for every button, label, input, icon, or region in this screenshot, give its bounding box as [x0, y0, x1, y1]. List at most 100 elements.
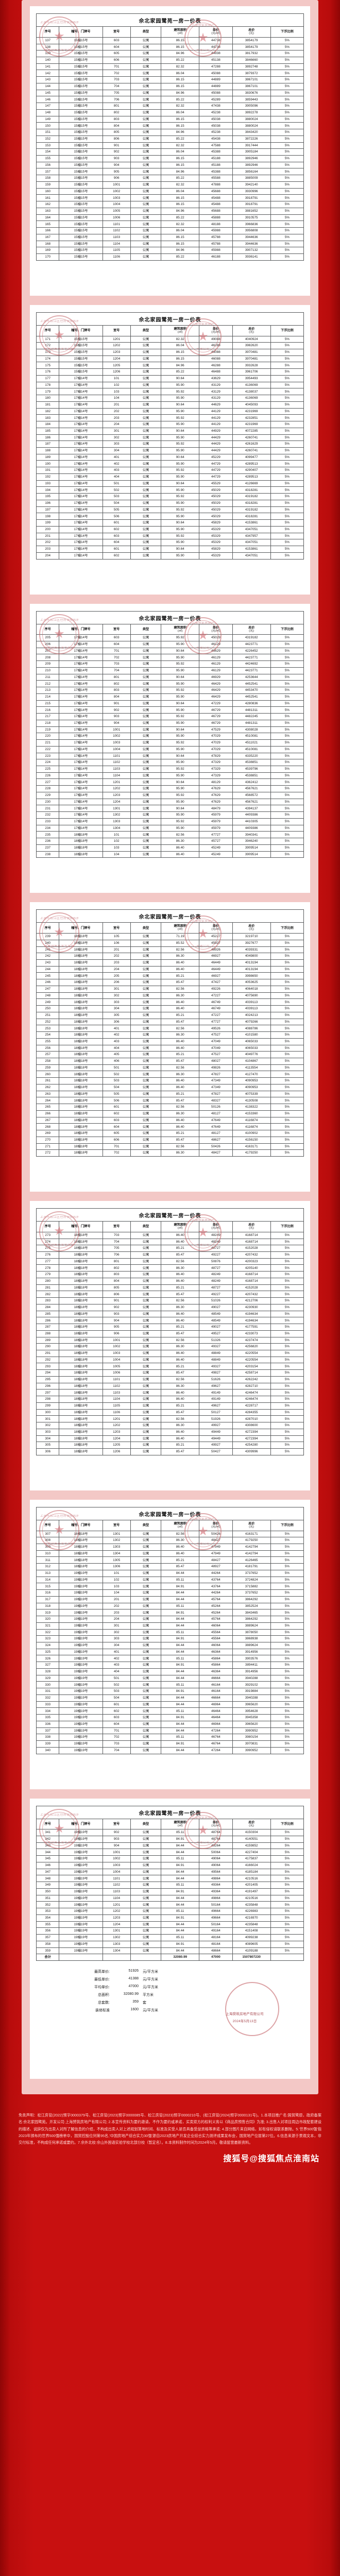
table-row: 316 19幢19号 104 公寓 84.44 44264 3737652 5% — [36, 1589, 304, 1597]
cell-total: 4140551 — [232, 1836, 271, 1843]
column-header-unit-area: (㎡) — [177, 629, 183, 633]
cell-idx: 305 — [36, 1442, 60, 1449]
cell-room: 1101 — [102, 221, 131, 228]
cell-bldg: 17幢14号 — [59, 818, 103, 825]
cell-type: 公寓 — [130, 1277, 162, 1285]
cell-area: 86.04 — [161, 342, 200, 349]
table-row: 238 18幢18号 104 公寓 86.40 45249 3909514 5% — [36, 851, 304, 858]
cell-area: 95.90 — [161, 693, 200, 701]
cell-bldg: 19幢19号 — [59, 1875, 103, 1883]
cell-unit: 44429 — [199, 440, 233, 448]
cell-unit: 47827 — [199, 1090, 233, 1098]
cell-disc: 5% — [270, 1589, 304, 1597]
cell-total: 4568572 — [232, 791, 271, 799]
cell-unit: 45864 — [199, 1662, 233, 1669]
table-row: 308 18幢18号 1302 公寓 86.30 48427 4179250 5% — [36, 1537, 304, 1544]
cell-area: 95.92 — [161, 713, 200, 720]
cell-room: 903 — [102, 1310, 131, 1318]
cell-unit: 50064 — [199, 1849, 233, 1856]
cell-room: 304 — [102, 1005, 131, 1012]
cell-unit: 48427 — [199, 1149, 233, 1157]
cell-type: 公寓 — [130, 1435, 162, 1443]
cell-bldg: 17幢14号 — [59, 680, 103, 688]
summary-unit: 元/平方米 — [143, 1977, 158, 1981]
cell-room: 1001 — [102, 1849, 131, 1856]
cell-total: 4272394 — [232, 1428, 271, 1436]
cell-type: 公寓 — [130, 82, 162, 90]
cell-bldg: 18幢18号 — [59, 1136, 103, 1144]
cell-idx: 218 — [36, 719, 60, 727]
cell-bldg: 17幢14号 — [59, 375, 103, 382]
cell-area: 90.64 — [161, 752, 200, 760]
cell-disc: 5% — [270, 791, 304, 799]
cell-area: 86.40 — [161, 1271, 200, 1278]
table-row: 258 18幢18号 406 公寓 85.47 48027 4104867 5% — [36, 1057, 304, 1065]
table-row: 319 19幢19号 203 公寓 84.91 45264 3843465 5% — [36, 1609, 304, 1617]
cell-idx: 142 — [36, 70, 60, 77]
cell-total: 3879372 — [232, 70, 271, 77]
cell-room: 1104 — [102, 772, 131, 779]
column-header-bldg: 幢号、门牌号 — [59, 1221, 103, 1232]
cell-room: 1102 — [102, 1882, 131, 1889]
cell-type: 公寓 — [130, 168, 162, 176]
cell-unit: 45979 — [199, 818, 233, 825]
cell-room: 1304 — [102, 1550, 131, 1557]
cell-bldg: 19幢19号 — [59, 1655, 103, 1663]
cell-bldg: 18幢18号 — [59, 1116, 103, 1124]
cell-idx: 302 — [36, 1422, 60, 1429]
cell-room: 703 — [102, 1231, 131, 1239]
cell-type: 公寓 — [130, 1051, 162, 1058]
cell-unit: 45979 — [199, 811, 233, 819]
document-page-7: 上海市松江区住房保障和房屋管理局 ★ 房屋销售备案专用章 上海赟筑房地产 ★ 有… — [30, 1798, 310, 2079]
cell-idx: 287 — [36, 1324, 60, 1331]
cell-unit: 44929 — [199, 427, 233, 435]
cell-bldg: 15幢15号 — [59, 227, 103, 234]
table-header-row: 序号 幢号、门牌号 室号 类型 建筑面积 (㎡) 单价 (元/㎡) 总价 (元) 下浮比例 — [36, 922, 304, 934]
cell-idx: 154 — [36, 148, 60, 156]
cell-total: 4482245 — [232, 713, 271, 720]
cell-total: 3936141 — [232, 253, 271, 261]
document-page-3: 上海市松江区住房保障和房屋管理局 ★ 房屋销售备案专用章 上海赟筑房地产 ★ 有… — [30, 603, 310, 893]
cell-type: 公寓 — [130, 1602, 162, 1610]
cell-total: 4220554 — [232, 1350, 271, 1357]
cell-total: 3830676 — [232, 89, 271, 97]
cell-bldg: 18幢18号 — [59, 1251, 103, 1259]
cell-type: 公寓 — [130, 1382, 162, 1390]
cell-type: 公寓 — [130, 122, 162, 130]
cell-room: 202 — [102, 1602, 131, 1610]
cell-disc: 5% — [270, 1303, 304, 1311]
table-row: 231 17幢14号 1301 公寓 90.64 48479 4394137 5% — [36, 805, 304, 812]
cell-total: 3940341 — [232, 831, 271, 839]
cell-type: 公寓 — [130, 421, 162, 428]
cell-total: 4153861 — [232, 546, 271, 553]
cell-bldg: 18幢18号 — [59, 1442, 103, 1449]
cell-type: 公寓 — [130, 1044, 162, 1052]
cell-unit: 45264 — [199, 1602, 233, 1610]
cell-area: 86.04 — [161, 227, 200, 234]
cell-unit: 45249 — [199, 851, 233, 858]
cell-disc: 5% — [270, 1734, 304, 1741]
cell-type: 公寓 — [130, 939, 162, 947]
cell-idx: 337 — [36, 1727, 60, 1735]
table-head: 序号 幢号、门牌号 室号 类型 建筑面积 (㎡) 单价 (元/㎡) 总价 (元) 下浮比例 — [36, 325, 304, 336]
cell-disc: 5% — [270, 1382, 304, 1390]
cell-disc: 5% — [270, 1402, 304, 1410]
cell-disc: 5% — [270, 1569, 304, 1577]
cell-room: 504 — [102, 1694, 131, 1702]
cell-bldg: 18幢18号 — [59, 1064, 103, 1072]
cell-disc: 5% — [270, 103, 304, 110]
cell-idx: 269 — [36, 1130, 60, 1137]
table-row: 234 17幢14号 1304 公寓 95.90 45979 4409386 5% — [36, 824, 304, 832]
cell-type: 公寓 — [130, 1363, 162, 1370]
cell-idx: 277 — [36, 1258, 60, 1265]
cell-disc: 5% — [270, 965, 304, 973]
cell-room: 1204 — [102, 1435, 131, 1443]
cell-type: 公寓 — [130, 1648, 162, 1656]
cell-bldg: 15幢15号 — [59, 122, 103, 130]
cell-unit: 46188 — [199, 253, 233, 261]
cell-idx: 185 — [36, 427, 60, 435]
table-row: 248 18幢18号 302 公寓 86.30 47227 4075690 5% — [36, 992, 304, 999]
cell-bldg: 18幢18号 — [59, 1343, 103, 1350]
table-row: 187 17幢14号 303 公寓 95.92 44429 4261629 5% — [36, 440, 304, 448]
cell-idx: 164 — [36, 214, 60, 222]
